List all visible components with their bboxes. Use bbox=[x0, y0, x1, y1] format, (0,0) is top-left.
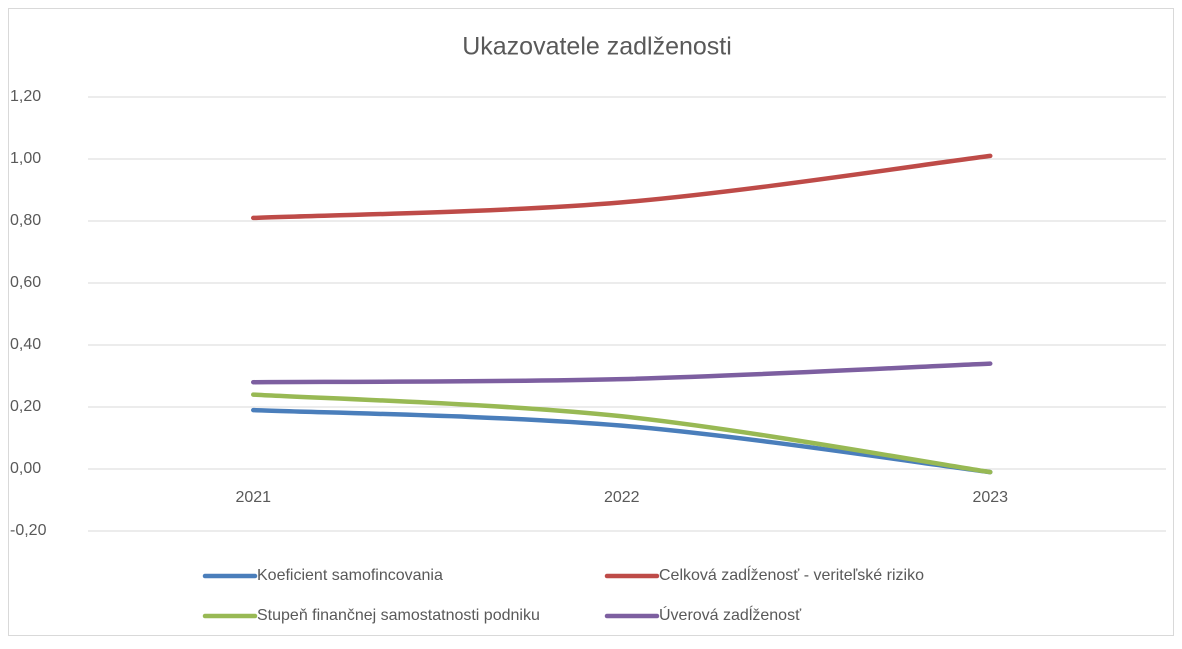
x-tick-label: 2021 bbox=[235, 489, 271, 506]
y-tick-label: 0,80 bbox=[10, 212, 41, 229]
legend-label: Stupeň finančnej samostatnosti podniku bbox=[257, 607, 540, 624]
chart-title: Ukazovatele zadlženosti bbox=[462, 33, 732, 61]
series-line bbox=[251, 153, 993, 221]
y-tick-label: 0,60 bbox=[10, 274, 41, 291]
y-tick-label: 1,00 bbox=[10, 150, 41, 167]
legend-label: Úverová zadĺženosť bbox=[659, 605, 802, 624]
x-tick-label: 2023 bbox=[972, 489, 1008, 506]
y-tick-label: -0,20 bbox=[10, 522, 47, 539]
y-tick-label: 0,20 bbox=[10, 398, 41, 415]
y-tick-label: 1,20 bbox=[10, 88, 41, 105]
series-line bbox=[251, 361, 993, 385]
y-tick-label: 0,40 bbox=[10, 336, 41, 353]
chart-border bbox=[8, 8, 1174, 636]
legend-label: Celková zadĺženosť - veriteľské riziko bbox=[659, 565, 924, 584]
y-tick-label: 0,00 bbox=[10, 460, 41, 477]
x-tick-label: 2022 bbox=[604, 489, 640, 506]
series-line bbox=[251, 392, 993, 475]
series-line bbox=[251, 407, 993, 475]
legend-label: Koeficient samofincovania bbox=[257, 567, 443, 584]
